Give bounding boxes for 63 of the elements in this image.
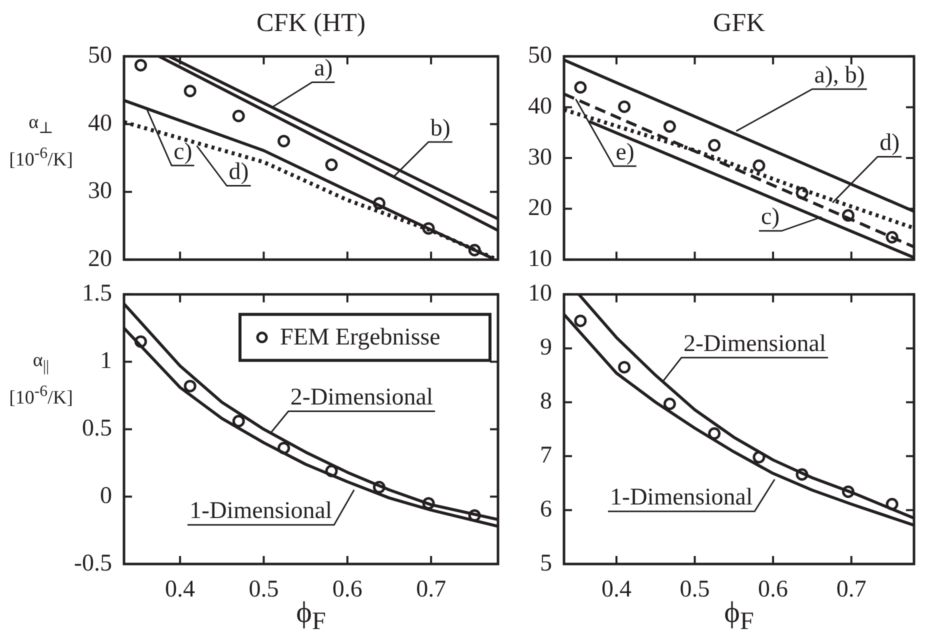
x-axis-title: ϕ$_{F}$ bbox=[724, 596, 754, 635]
y-tick-label: 10 bbox=[528, 246, 552, 272]
point bbox=[663, 398, 676, 410]
x-tick-label: 0.5 bbox=[248, 576, 279, 603]
x-tick-label: 0.7 bbox=[416, 576, 446, 603]
y-tick-label: 50 bbox=[528, 42, 552, 69]
x-tick-label: 0.4 bbox=[601, 576, 632, 603]
y-tick-label: 8 bbox=[540, 388, 552, 415]
annotation: 2-Dimensional bbox=[290, 384, 434, 411]
y-tick-label: 30 bbox=[88, 178, 112, 204]
point bbox=[574, 81, 587, 94]
annotation: c) bbox=[760, 204, 780, 230]
point bbox=[708, 427, 721, 440]
x-tick-label: 0.5 bbox=[680, 576, 710, 603]
point bbox=[574, 314, 587, 328]
point bbox=[663, 120, 676, 133]
y-tick-label: 6 bbox=[540, 496, 552, 522]
chart-title: GFK bbox=[712, 8, 766, 38]
annotation: 2-Dimensional bbox=[683, 330, 826, 357]
point bbox=[618, 100, 631, 113]
annotation: 1-Dimensional bbox=[610, 484, 753, 511]
point bbox=[232, 414, 245, 428]
point bbox=[618, 360, 631, 374]
annotation: b) bbox=[430, 115, 450, 142]
point bbox=[752, 159, 766, 172]
annotation: d) bbox=[880, 130, 900, 156]
y-tick-label: 7 bbox=[540, 442, 552, 468]
y-tick-label: 0.5 bbox=[82, 415, 112, 442]
y-tick-label: 10 bbox=[528, 280, 552, 307]
x-tick-label: 0.6 bbox=[758, 576, 788, 603]
x-axis-title: ϕ$_{F}$ bbox=[296, 596, 326, 635]
y-tick-label: 1.5 bbox=[82, 280, 112, 307]
y-tick-label: -0.5 bbox=[74, 550, 112, 576]
annotation: e) bbox=[616, 139, 634, 166]
chart-title: CFK (HT) bbox=[255, 8, 367, 38]
x-tick-label: 0.6 bbox=[332, 576, 362, 603]
annotation: 1-Dimensional bbox=[189, 498, 332, 524]
point bbox=[708, 139, 721, 152]
annotation: d) bbox=[228, 159, 249, 186]
y-tick-label: 1 bbox=[100, 348, 112, 374]
annotation: a), b) bbox=[814, 62, 865, 88]
legend-label: FEM Ergebnisse bbox=[280, 324, 440, 351]
point bbox=[184, 84, 196, 98]
y-tick-label: 20 bbox=[88, 246, 112, 272]
y-axis-title: α$_{||}$ [10$^{-6}$/K] bbox=[9, 349, 73, 410]
y-tick-label: 9 bbox=[540, 334, 552, 361]
y-axis-title: α$_{⊥}$ [10$^{-6}$/K] bbox=[9, 111, 73, 172]
y-tick-label: 40 bbox=[528, 93, 552, 120]
x-tick-label: 0.4 bbox=[165, 576, 196, 603]
y-tick-label: 5 bbox=[540, 550, 552, 576]
point bbox=[278, 134, 290, 148]
annotation: a) bbox=[314, 55, 333, 82]
y-tick-label: 50 bbox=[88, 42, 112, 69]
y-tick-label: 40 bbox=[88, 110, 112, 136]
y-tick-label: 0 bbox=[100, 482, 112, 509]
point bbox=[232, 110, 245, 122]
annotation: c) bbox=[174, 138, 192, 165]
y-tick-label: 20 bbox=[528, 195, 552, 222]
x-tick-label: 0.7 bbox=[836, 576, 866, 603]
y-tick-label: 30 bbox=[528, 144, 552, 170]
point bbox=[184, 380, 196, 392]
point bbox=[134, 58, 147, 72]
point bbox=[325, 158, 338, 172]
